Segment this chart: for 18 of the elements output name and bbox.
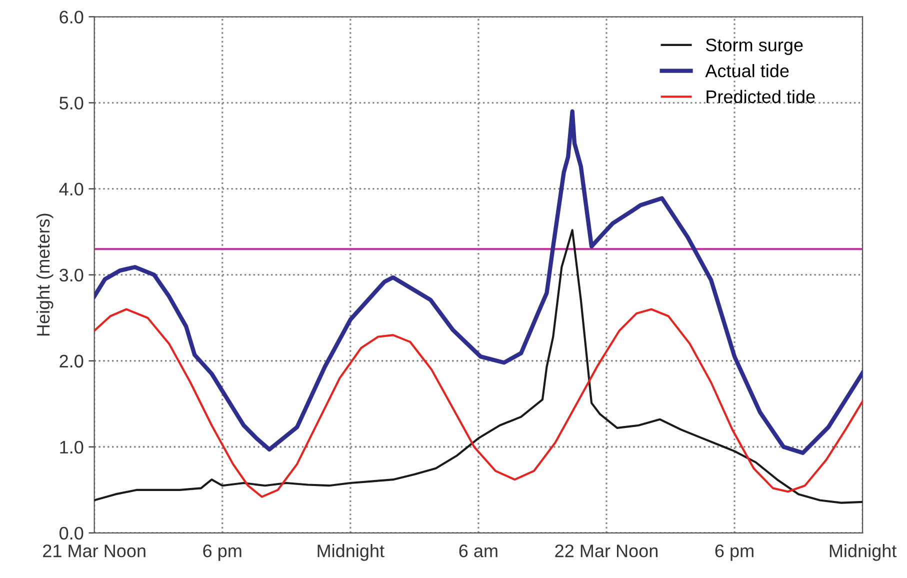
y-tick-label: 0.0 — [60, 526, 84, 540]
x-tick-label: 6 am — [459, 544, 498, 558]
y-tick-label: 1.0 — [60, 440, 84, 454]
y-tick-label: 3.0 — [60, 268, 84, 282]
y-tick-label: 6.0 — [60, 10, 84, 24]
x-tick-label: 22 Mar Noon — [555, 544, 658, 558]
x-tick-label: Midnight — [830, 544, 897, 561]
legend-label: Storm surge — [706, 38, 803, 56]
legend-label: Predicted tide — [706, 90, 815, 104]
y-tick-label: 4.0 — [59, 182, 84, 196]
y-axis-title: Height (meters) — [36, 214, 54, 336]
x-tick-label: 6 pm — [203, 544, 242, 561]
x-tick-label: Midnight — [318, 544, 384, 561]
y-tick-label: 2.0 — [60, 354, 84, 368]
x-tick-label: 6 pm — [715, 544, 754, 561]
legend-label: Actual tide — [705, 64, 789, 78]
x-tick-label: 21 Mar Noon — [43, 544, 146, 558]
y-tick-label: 5.0 — [60, 96, 84, 110]
